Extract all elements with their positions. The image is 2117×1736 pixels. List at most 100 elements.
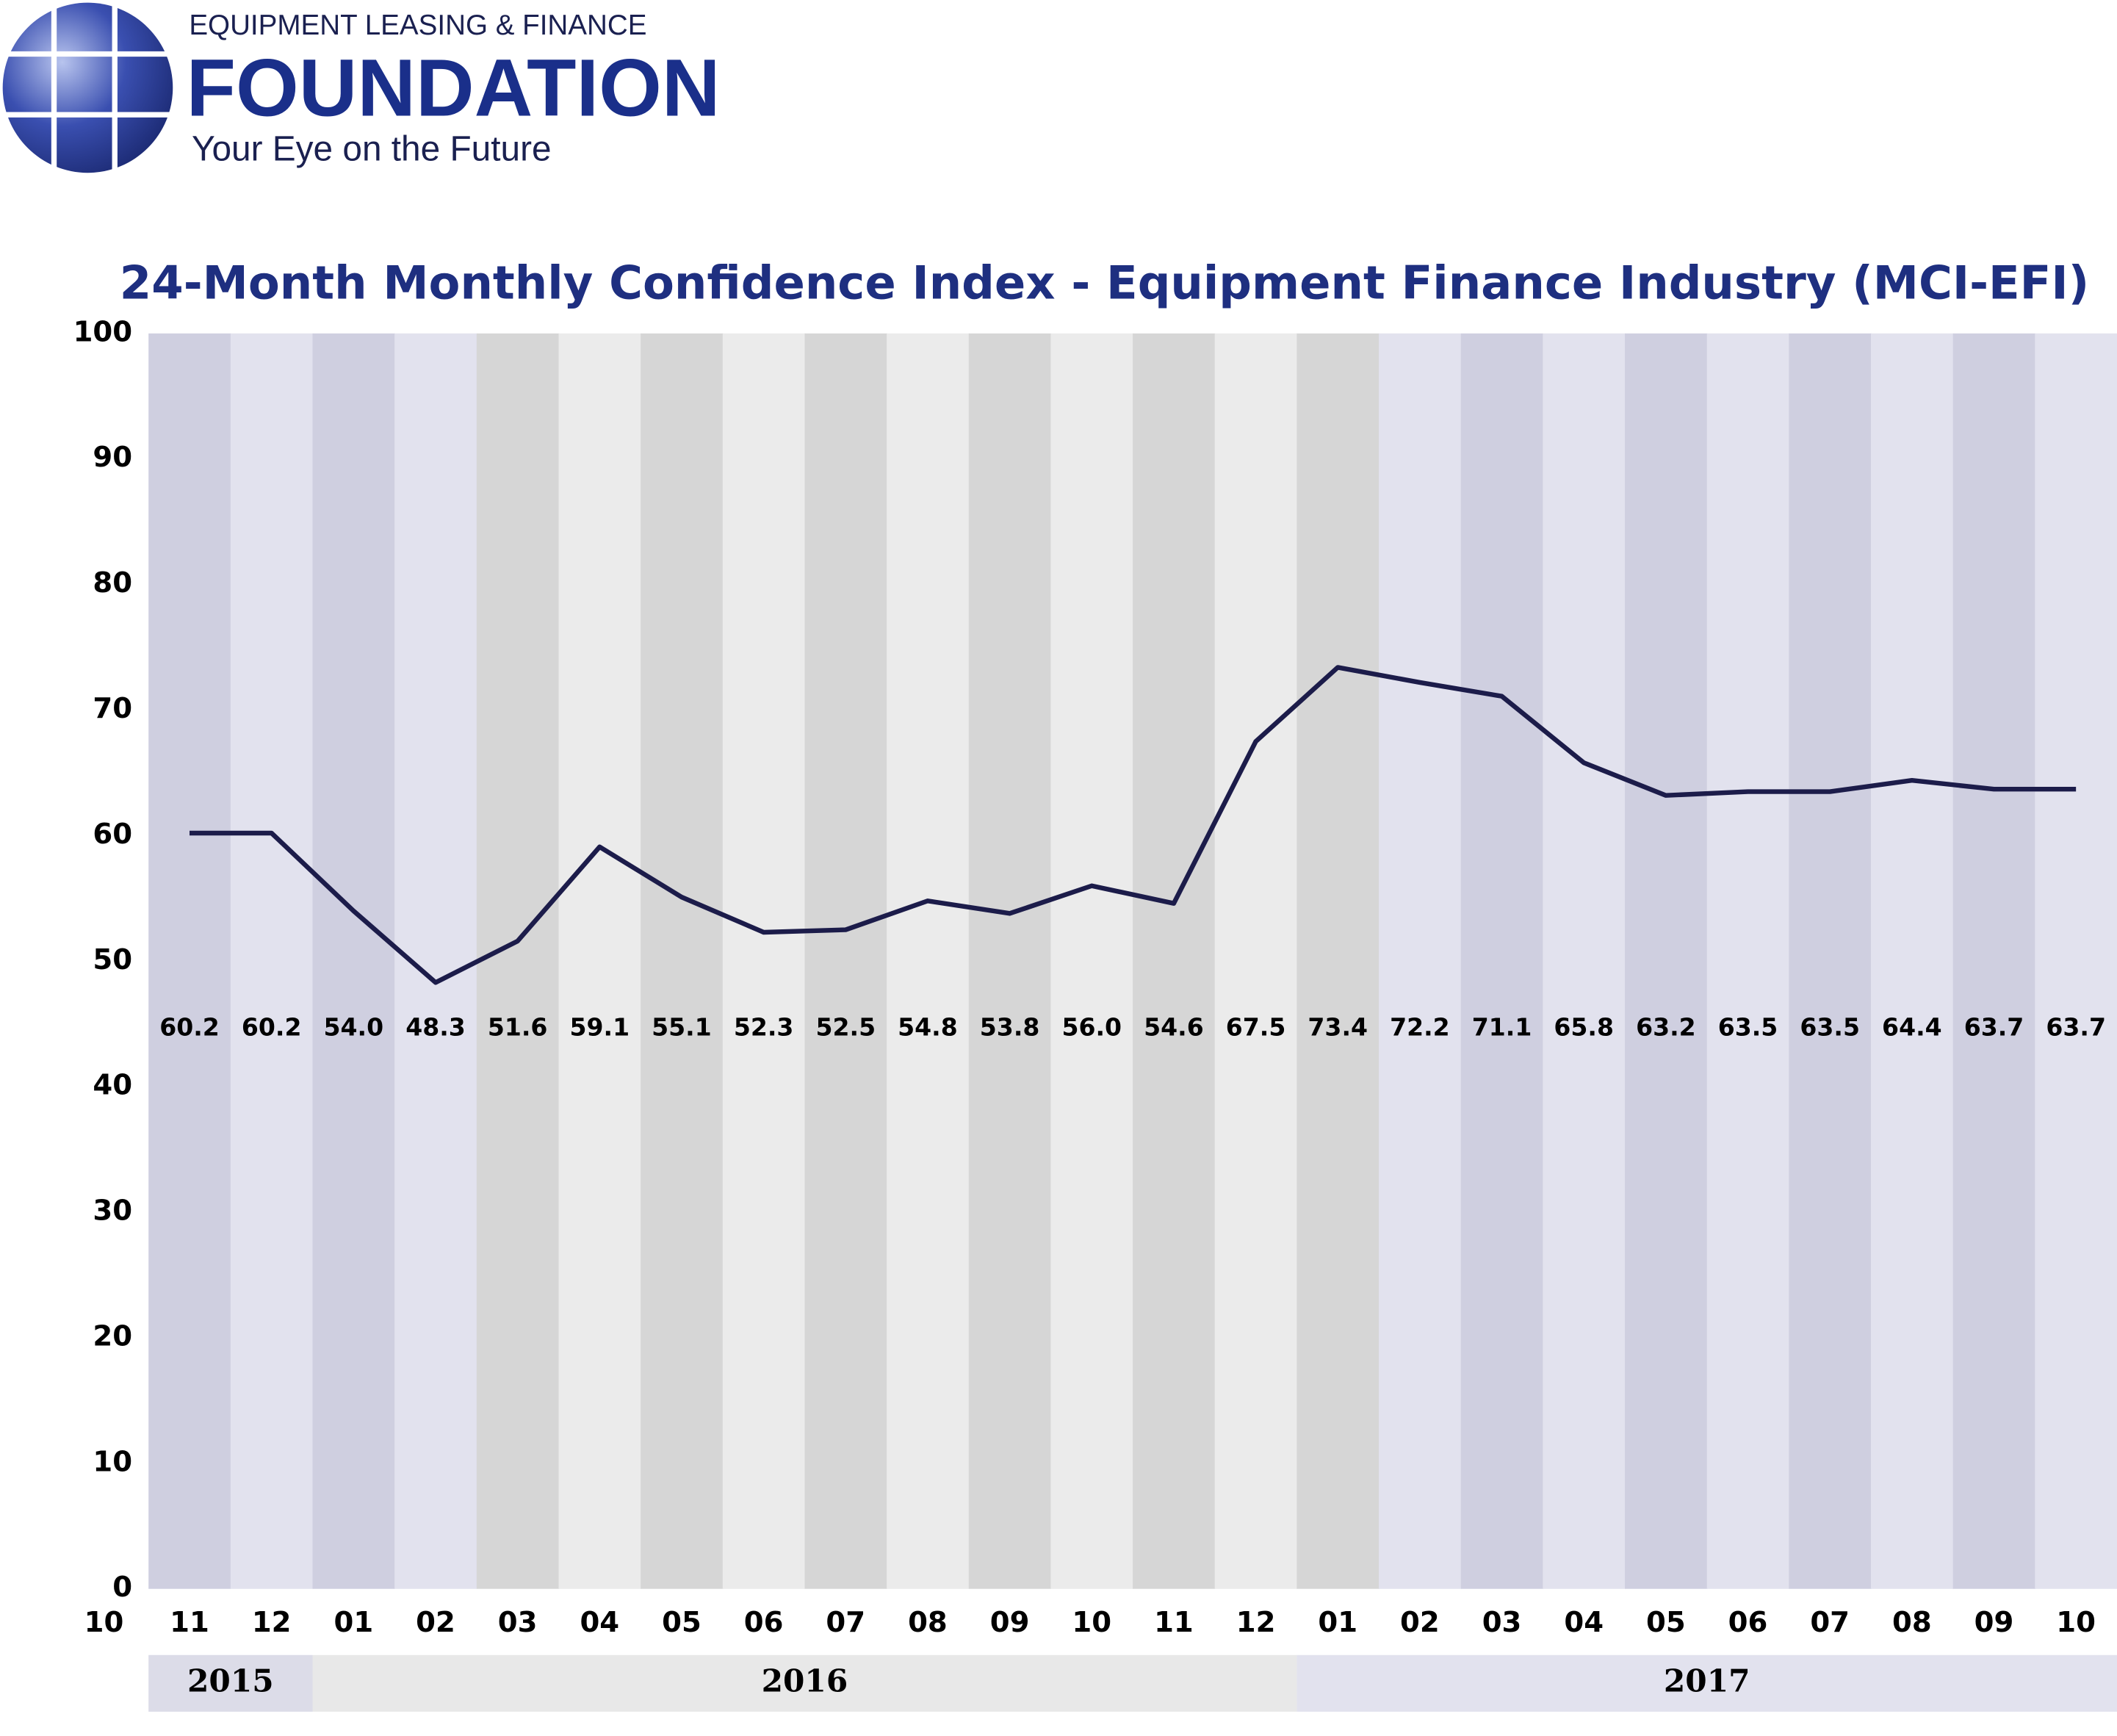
y-tick-label: 100 <box>73 315 133 348</box>
column-band <box>1460 333 1544 1589</box>
x-tick-label: 04 <box>580 1606 619 1639</box>
chart-title: 24-Month Monthly Confidence Index - Equi… <box>120 256 2089 310</box>
value-label: 71.1 <box>1472 1013 1532 1042</box>
column-band <box>1296 333 1380 1589</box>
column-band <box>722 333 806 1589</box>
value-label: 64.4 <box>1882 1013 1942 1042</box>
column-band <box>1379 333 1462 1589</box>
column-bands <box>148 333 2117 1589</box>
column-band <box>1952 333 2036 1589</box>
column-band <box>1871 333 1954 1589</box>
y-tick-label: 50 <box>93 943 132 976</box>
x-tick-label: 12 <box>1236 1606 1276 1639</box>
column-band <box>1050 333 1134 1589</box>
x-tick-label: 08 <box>908 1606 948 1639</box>
logo-grid <box>2 2 173 173</box>
column-band <box>1133 333 1216 1589</box>
value-label: 60.2 <box>242 1013 302 1042</box>
column-band <box>394 333 477 1589</box>
x-tick-label: 07 <box>1810 1606 1850 1639</box>
column-band <box>1625 333 1708 1589</box>
year-label: 2015 <box>187 1662 274 1699</box>
x-tick-label: 01 <box>333 1606 373 1639</box>
y-tick-label: 10 <box>93 1445 132 1478</box>
x-tick-label: 09 <box>1974 1606 2014 1639</box>
column-band <box>230 333 314 1589</box>
y-tick-label: 80 <box>93 566 132 599</box>
value-label: 65.8 <box>1554 1013 1614 1042</box>
column-band <box>1543 333 1626 1589</box>
x-tick-label: 02 <box>1400 1606 1440 1639</box>
y-tick-label: 60 <box>93 818 132 851</box>
value-label: 54.0 <box>324 1013 384 1042</box>
value-label: 67.5 <box>1226 1013 1286 1042</box>
value-label: 48.3 <box>405 1013 466 1042</box>
x-tick-label: 10 <box>1072 1606 1111 1639</box>
column-band <box>476 333 560 1589</box>
column-band <box>641 333 724 1589</box>
data-line <box>190 665 2077 985</box>
column-band <box>1789 333 1872 1589</box>
column-band <box>2035 333 2117 1589</box>
x-tick-label: 01 <box>1318 1606 1357 1639</box>
x-tick-label: 10 <box>2056 1606 2096 1639</box>
value-label: 54.6 <box>1144 1013 1204 1042</box>
value-label: 52.5 <box>815 1013 876 1042</box>
x-tick-label: 04 <box>1564 1606 1604 1639</box>
column-band <box>804 333 888 1589</box>
logo-tagline: Your Eye on the Future <box>192 129 552 168</box>
x-tick-label: 02 <box>416 1606 455 1639</box>
logo-globe <box>2 2 173 173</box>
x-tick-label: 05 <box>662 1606 702 1639</box>
x-tick-label: 06 <box>744 1606 784 1639</box>
value-label: 63.7 <box>1964 1013 2024 1042</box>
value-label: 63.5 <box>1800 1013 1860 1042</box>
value-label: 56.0 <box>1061 1013 1122 1042</box>
x-tick-label: 03 <box>1482 1606 1522 1639</box>
value-label: 63.5 <box>1718 1013 1778 1042</box>
x-tick-label: 03 <box>498 1606 538 1639</box>
x-tick-label: 11 <box>170 1606 209 1639</box>
value-label: 54.8 <box>898 1013 958 1042</box>
logo-name: FOUNDATION <box>187 43 721 134</box>
value-label: 60.2 <box>159 1013 220 1042</box>
column-band <box>968 333 1052 1589</box>
y-tick-label: 40 <box>93 1069 132 1102</box>
y-tick-label: 70 <box>93 692 132 725</box>
logo: EQUIPMENT LEASING & FINANCE FOUNDATION Y… <box>2 2 721 173</box>
year-label: 2016 <box>762 1662 848 1699</box>
column-band <box>1706 333 1790 1589</box>
x-tick-label: 05 <box>1646 1606 1686 1639</box>
value-label: 59.1 <box>570 1013 630 1042</box>
value-label: 51.6 <box>488 1013 548 1042</box>
x-tick-label: 09 <box>990 1606 1030 1639</box>
year-band <box>148 1654 313 1712</box>
logo-top-line: EQUIPMENT LEASING & FINANCE <box>189 10 646 41</box>
x-tick-label: 08 <box>1892 1606 1932 1639</box>
value-label: 55.1 <box>652 1013 712 1042</box>
value-label: 73.4 <box>1308 1013 1368 1042</box>
x-tick-label: 07 <box>826 1606 865 1639</box>
y-tick-label: 0 <box>112 1571 132 1604</box>
year-band <box>312 1654 1297 1712</box>
year-band <box>1296 1654 2117 1712</box>
column-band <box>887 333 970 1589</box>
y-tick-label: 30 <box>93 1195 132 1228</box>
x-tick-label: 11 <box>1154 1606 1194 1639</box>
column-band <box>148 333 231 1589</box>
value-label: 72.2 <box>1390 1013 1450 1042</box>
x-tick-label: 12 <box>252 1606 292 1639</box>
value-label: 53.8 <box>980 1013 1040 1042</box>
year-label: 2017 <box>1664 1662 1750 1699</box>
column-band <box>312 333 396 1589</box>
value-label: 63.7 <box>2046 1013 2106 1042</box>
value-label: 63.2 <box>1636 1013 1696 1042</box>
column-band <box>1214 333 1298 1589</box>
column-band <box>558 333 642 1589</box>
value-label: 52.3 <box>734 1013 794 1042</box>
y-tick-label: 20 <box>93 1319 132 1353</box>
x-tick-label: 06 <box>1728 1606 1768 1639</box>
x-corner-label: 10 <box>84 1606 124 1639</box>
